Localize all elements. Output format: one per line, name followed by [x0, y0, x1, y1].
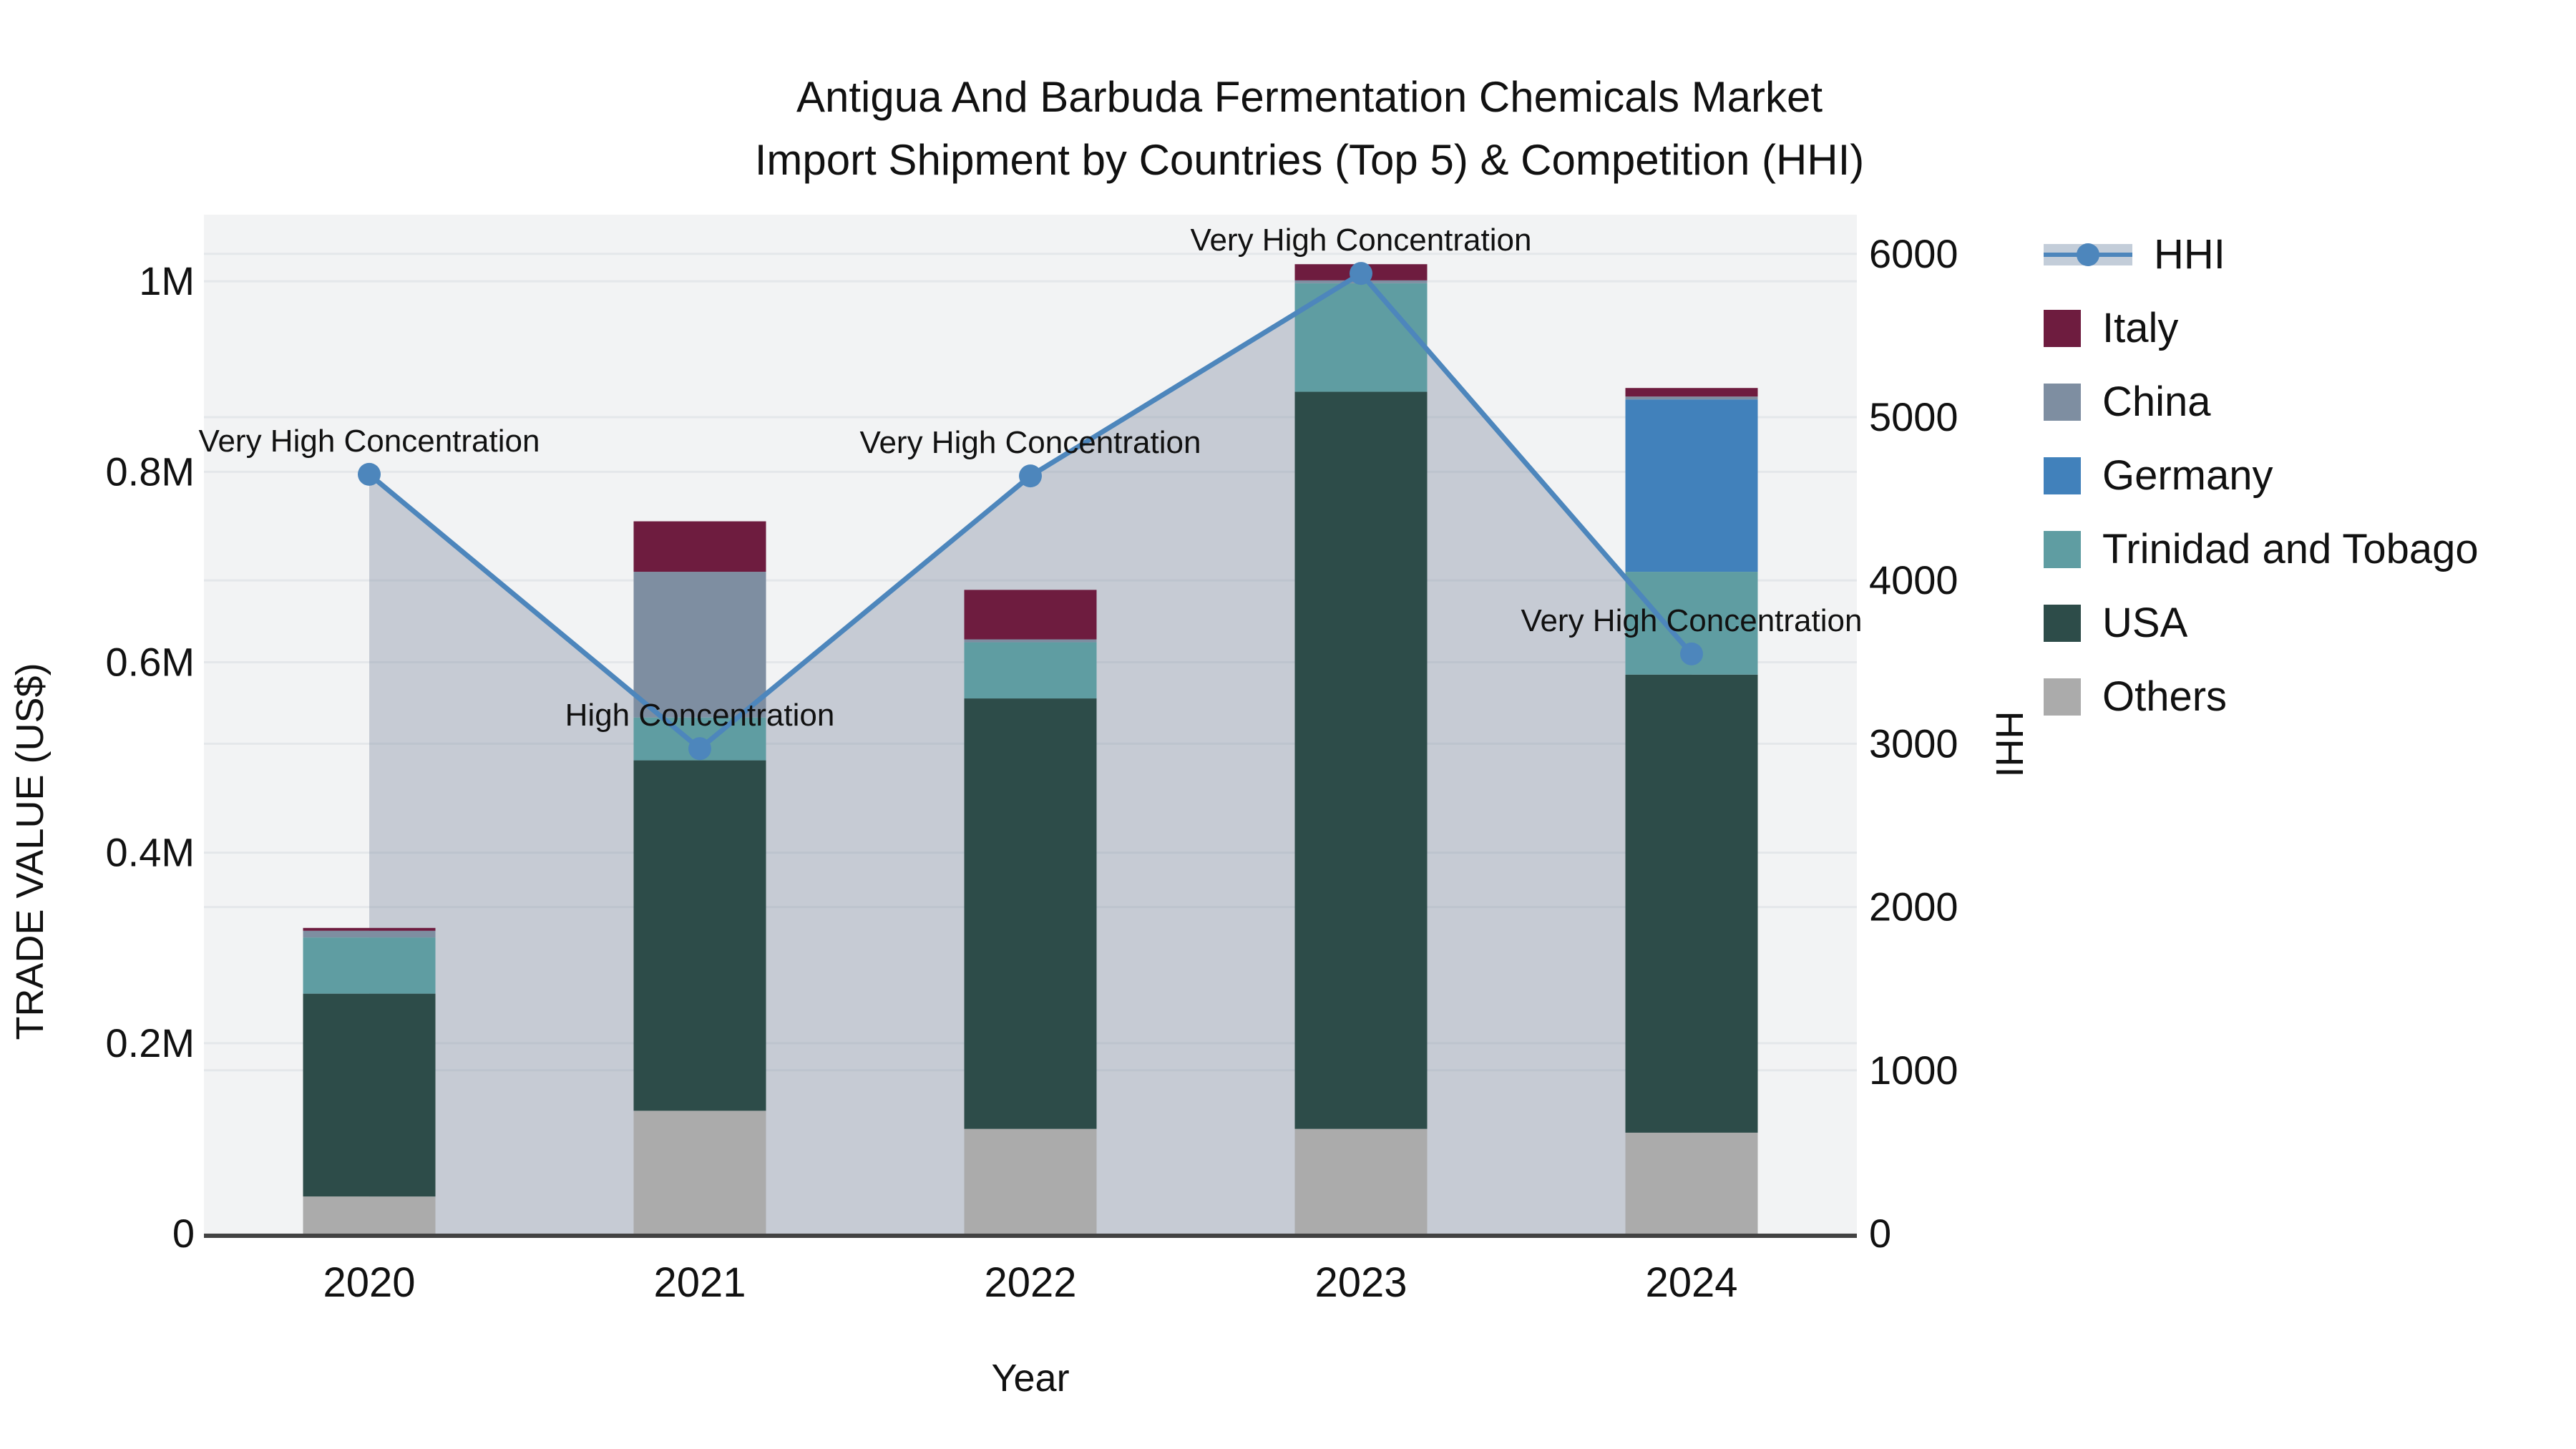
annotation-2021: High Concentration [565, 698, 835, 733]
y-tick-right: 6000 [1869, 231, 1958, 276]
x-tick: 2023 [1314, 1259, 1407, 1306]
legend-label: USA [2102, 600, 2188, 646]
x-tick: 2024 [1645, 1259, 1737, 1306]
hhi-marker-2022[interactable] [1019, 464, 1042, 488]
bar-2024-italy[interactable] [1625, 388, 1758, 397]
legend-label: Trinidad and Tobago [2102, 526, 2479, 572]
chart-title-line1: Antigua And Barbuda Fermentation Chemica… [796, 73, 1823, 121]
bar-2024-germany[interactable] [1625, 399, 1758, 572]
bar-2021-usa[interactable] [633, 760, 766, 1111]
legend-item-hhi[interactable]: HHI [2044, 230, 2479, 278]
hhi-marker-2021[interactable] [688, 737, 711, 761]
bar-2022-china[interactable] [964, 639, 1097, 643]
y-tick-left: 0 [172, 1211, 195, 1256]
bar-2020-italy[interactable] [303, 927, 436, 931]
bar-2021-china[interactable] [633, 572, 766, 718]
legend-item-usa[interactable]: USA [2044, 599, 2479, 647]
legend-label: Germany [2102, 452, 2273, 499]
hhi-line-swatch-icon [2044, 236, 2132, 273]
legend-item-others[interactable]: Others [2044, 673, 2479, 721]
legend-label: HHI [2154, 231, 2225, 278]
x-tick: 2020 [323, 1259, 415, 1306]
y-tick-right: 2000 [1869, 884, 1958, 930]
annotation-2020: Very High Concentration [199, 424, 540, 459]
bar-2021-others[interactable] [633, 1111, 766, 1234]
bar-2022-usa[interactable] [964, 698, 1097, 1129]
bar-2020-trinidad-and-tobago[interactable] [303, 937, 436, 994]
bar-2024-china[interactable] [1625, 396, 1758, 400]
legend-swatch-icon [2044, 530, 2081, 568]
y-tick-left: 0.4M [106, 830, 195, 875]
bar-2024-others[interactable] [1625, 1132, 1758, 1234]
legend-swatch-icon [2044, 678, 2081, 716]
chart-title-line2: Import Shipment by Countries (Top 5) & C… [754, 136, 1865, 184]
legend: HHI Italy China Germany Trinidad and Tobago U… [2044, 230, 2479, 721]
legend-label: Italy [2102, 305, 2179, 351]
y-tick-left: 0.6M [106, 639, 195, 684]
bar-2021-italy[interactable] [633, 521, 766, 572]
y-tick-left: 0.8M [106, 449, 195, 494]
legend-swatch-icon [2044, 457, 2081, 494]
bar-2022-italy[interactable] [964, 590, 1097, 640]
legend-swatch-icon [2044, 604, 2081, 642]
bar-2020-others[interactable] [303, 1196, 436, 1234]
bar-2022-trinidad-and-tobago[interactable] [964, 642, 1097, 699]
legend-item-trinidad-and-tobago[interactable]: Trinidad and Tobago [2044, 525, 2479, 573]
hhi-marker-2023[interactable] [1350, 262, 1372, 286]
hhi-marker-2024[interactable] [1680, 642, 1703, 665]
y-tick-right: 0 [1869, 1211, 1891, 1256]
y-axis-title-right: HHI [1988, 711, 2031, 778]
y-tick-left: 1M [139, 258, 195, 303]
legend-swatch-icon [2044, 309, 2081, 347]
chart-title: Antigua And Barbuda Fermentation Chemica… [755, 66, 1865, 192]
y-tick-left: 0.2M [106, 1020, 195, 1065]
annotation-2023: Very High Concentration [1191, 223, 1532, 258]
annotation-2022: Very High Concentration [860, 425, 1201, 460]
legend-item-germany[interactable]: Germany [2044, 452, 2479, 499]
y-tick-right: 5000 [1869, 394, 1958, 439]
y-axis-title-left: TRADE VALUE (US$) [9, 663, 52, 1040]
legend-label: China [2102, 379, 2211, 425]
hhi-marker-2020[interactable] [358, 462, 381, 486]
bar-2022-others[interactable] [964, 1128, 1097, 1234]
legend-swatch-icon [2044, 383, 2081, 421]
legend-item-china[interactable]: China [2044, 378, 2479, 426]
bar-2020-china[interactable] [303, 930, 436, 938]
bar-2023-usa[interactable] [1294, 391, 1428, 1129]
annotation-2024: Very High Concentration [1521, 603, 1863, 638]
legend-label: Others [2102, 673, 2228, 720]
bar-2024-usa[interactable] [1625, 674, 1758, 1133]
x-axis-title: Year [991, 1357, 1069, 1400]
bar-2020-usa[interactable] [303, 993, 436, 1197]
y-tick-right: 3000 [1869, 721, 1958, 766]
x-tick: 2021 [653, 1259, 746, 1306]
legend-item-italy[interactable]: Italy [2044, 304, 2479, 352]
y-tick-right: 4000 [1869, 557, 1958, 602]
bar-2023-others[interactable] [1294, 1128, 1428, 1234]
x-tick: 2022 [984, 1259, 1076, 1306]
y-tick-right: 1000 [1869, 1048, 1958, 1093]
